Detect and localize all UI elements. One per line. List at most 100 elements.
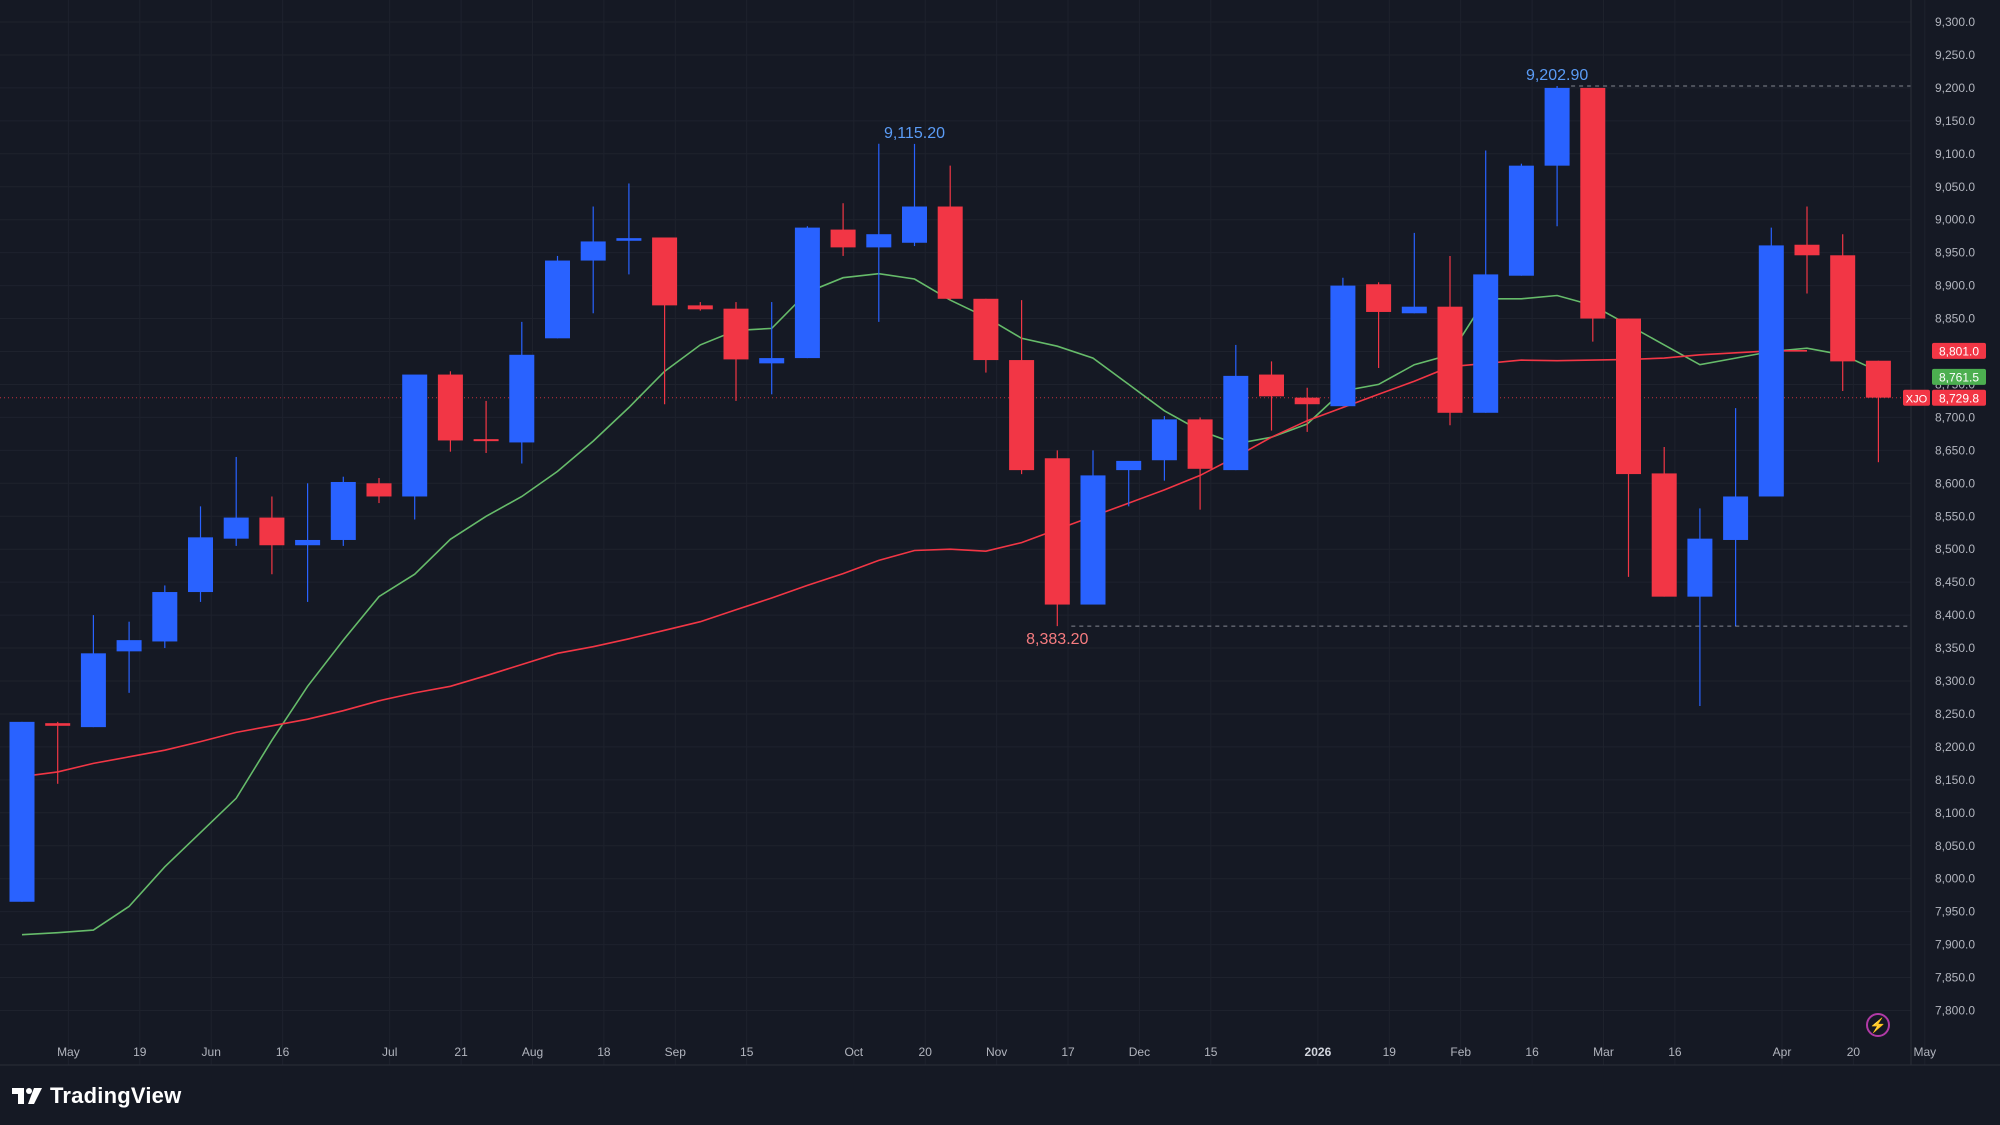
candle[interactable] — [1080, 450, 1106, 605]
candle[interactable] — [830, 203, 856, 256]
candle-body — [902, 206, 927, 243]
price-tick-label: 9,000.0 — [1935, 213, 1975, 227]
price-label-text: 8,729.8 — [1939, 391, 1979, 405]
price-tick-label: 8,350.0 — [1935, 641, 1975, 655]
candle[interactable] — [1223, 344, 1249, 471]
high-price-label: 9,115.20 — [884, 125, 945, 142]
time-tick-label: Apr — [1773, 1045, 1792, 1059]
candle[interactable] — [902, 143, 927, 247]
candle[interactable] — [1794, 206, 1820, 294]
candle[interactable] — [759, 302, 785, 395]
tradingview-logo[interactable]: TradingView — [12, 1080, 181, 1112]
candle[interactable] — [9, 721, 35, 902]
candle[interactable] — [188, 506, 213, 602]
candle[interactable] — [366, 478, 392, 504]
candle[interactable] — [1687, 508, 1713, 707]
candle-body — [259, 517, 285, 546]
candle[interactable] — [1401, 232, 1427, 314]
candle[interactable] — [45, 721, 71, 784]
candle[interactable] — [1544, 85, 1570, 227]
candle[interactable] — [1473, 150, 1499, 413]
tradingview-mark-icon — [12, 1088, 42, 1104]
price-label-text: 8,761.5 — [1939, 370, 1979, 384]
lightning-icon[interactable]: ⚡ — [1866, 1013, 1890, 1037]
candle[interactable] — [1116, 460, 1142, 507]
candle[interactable] — [723, 302, 749, 401]
candle[interactable] — [1187, 417, 1213, 510]
time-tick-label: 20 — [919, 1045, 933, 1059]
candle[interactable] — [866, 143, 892, 322]
candle-body — [1794, 244, 1820, 256]
candle[interactable] — [1651, 447, 1677, 597]
price-labels: 8,801.0 8,761.5 8,729.8 XJO — [1903, 342, 1986, 406]
price-tick-label: 8,300.0 — [1935, 674, 1975, 688]
candle-body — [1865, 360, 1891, 398]
candle[interactable] — [1437, 255, 1463, 426]
time-tick-label: 18 — [597, 1045, 611, 1059]
time-tick-label: 15 — [740, 1045, 754, 1059]
candle[interactable] — [116, 621, 142, 693]
candle[interactable] — [1616, 318, 1641, 577]
candle[interactable] — [1865, 360, 1891, 463]
grid-layer — [0, 397, 1911, 399]
candle[interactable] — [473, 400, 499, 453]
candle[interactable] — [509, 321, 535, 464]
candle[interactable] — [1009, 300, 1035, 475]
candle[interactable] — [1294, 387, 1320, 432]
time-tick-label: 16 — [1525, 1045, 1539, 1059]
candle[interactable] — [1330, 277, 1356, 407]
candle-body — [1009, 360, 1035, 471]
candle[interactable] — [794, 226, 820, 359]
time-tick-label: Oct — [844, 1045, 863, 1059]
candle[interactable] — [1044, 450, 1070, 627]
candle[interactable] — [259, 496, 285, 575]
candle-body — [9, 721, 35, 902]
candle[interactable] — [1723, 408, 1749, 627]
candle[interactable] — [80, 615, 106, 728]
price-tick-label: 9,100.0 — [1935, 147, 1975, 161]
candle[interactable] — [616, 183, 642, 275]
price-tick-label: 8,250.0 — [1935, 707, 1975, 721]
time-axis[interactable]: May 19 Jun 16 Jul 21 Aug 18 Sep 15 Oct 20 Nov 17 Dec 15… — [57, 1045, 1936, 1059]
candles[interactable] — [9, 85, 1891, 902]
candle[interactable] — [223, 456, 249, 546]
candle[interactable] — [1508, 163, 1534, 276]
candle[interactable] — [330, 476, 356, 546]
candle[interactable] — [545, 255, 570, 339]
price-tick-label: 7,800.0 — [1935, 1004, 1975, 1018]
candle[interactable] — [937, 165, 963, 301]
candle-body — [652, 237, 678, 306]
candle-body — [1151, 419, 1177, 461]
candle-body — [116, 640, 142, 652]
price-label-box — [1932, 389, 1986, 406]
candle[interactable] — [652, 237, 678, 405]
candle-body — [223, 517, 249, 539]
low-price-label: 8,383.20 — [1026, 631, 1088, 648]
time-tick-label: Jul — [382, 1045, 397, 1059]
candle-body — [580, 241, 606, 261]
time-tick-label: Aug — [522, 1045, 543, 1059]
price-tick-label: 8,600.0 — [1935, 476, 1975, 490]
price-tick-label: 8,700.0 — [1935, 410, 1975, 424]
candle[interactable] — [973, 298, 999, 373]
candle[interactable] — [437, 371, 463, 452]
candle[interactable] — [1366, 282, 1392, 368]
price-label-box — [1932, 368, 1986, 385]
candle[interactable] — [1758, 227, 1784, 497]
candle-body — [1080, 475, 1106, 605]
candle[interactable] — [1151, 416, 1177, 481]
candle[interactable] — [687, 302, 713, 311]
candle-body — [330, 481, 356, 540]
candle[interactable] — [580, 206, 606, 314]
candle[interactable] — [1259, 361, 1284, 431]
candle[interactable] — [402, 374, 428, 520]
candle[interactable] — [152, 585, 178, 649]
candle[interactable] — [295, 483, 321, 602]
candle-body — [1187, 419, 1213, 469]
price-label-text: 8,801.0 — [1939, 344, 1979, 358]
moving-average-slow-line — [21, 349, 1807, 778]
candle[interactable] — [1580, 87, 1606, 342]
candle[interactable] — [1830, 234, 1856, 392]
